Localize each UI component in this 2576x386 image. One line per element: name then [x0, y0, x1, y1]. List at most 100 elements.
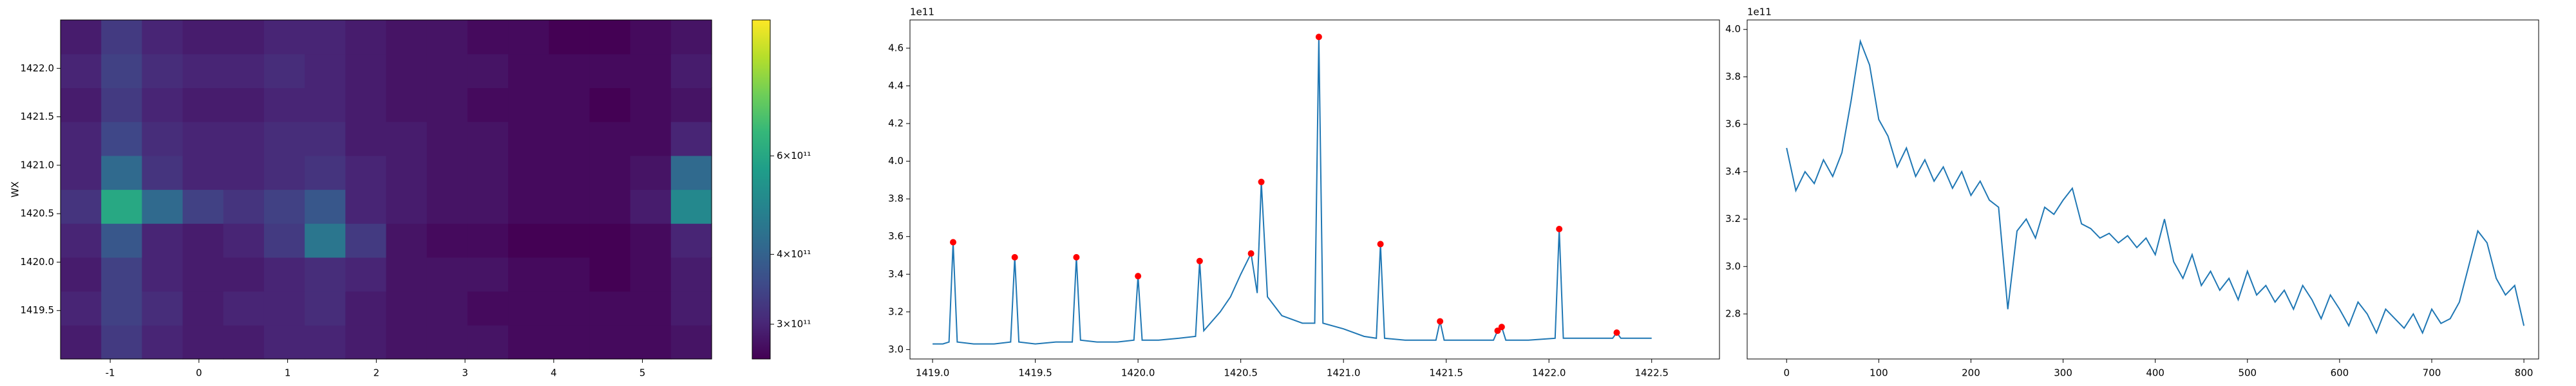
heatmap-cell [467, 291, 509, 326]
x-tick-label: 700 [2423, 367, 2441, 379]
peak-marker [1135, 273, 1142, 280]
heatmap-cell [263, 257, 305, 292]
heatmap-cell [345, 257, 387, 292]
heatmap-cell [182, 155, 224, 190]
heatmap-cell [508, 155, 549, 190]
heatmap-cell [549, 87, 591, 122]
x-tick-label: 500 [2238, 367, 2257, 379]
heatmap-cell [263, 155, 305, 190]
heatmap-cell [142, 189, 184, 224]
heatmap-cell [61, 20, 102, 55]
heatmap-cell [305, 87, 346, 122]
heatmap-cell [263, 291, 305, 326]
x-tick-label: 0 [1783, 367, 1790, 379]
y-tick-label: 1422.0 [21, 62, 55, 74]
heatmap-cell [182, 20, 224, 55]
colorbar-tick-label: 3×10¹¹ [777, 318, 811, 329]
heatmap-cell [386, 122, 428, 156]
heatmap-cell [263, 20, 305, 55]
heatmap-cell [426, 291, 468, 326]
heatmap-cell [589, 122, 631, 156]
heatmap-cell [630, 155, 672, 190]
heatmap-cell [508, 122, 549, 156]
heatmap-cell [101, 257, 142, 292]
heatmap-cell [223, 53, 265, 88]
x-tick-label: 3 [462, 367, 468, 379]
peak-marker [1613, 329, 1620, 336]
x-tick-label: 400 [2146, 367, 2164, 379]
heatmap-cell [426, 155, 468, 190]
axes-frame [60, 19, 712, 360]
heatmap-cell [305, 325, 346, 360]
heatmap-cell [426, 122, 468, 156]
heatmap-cell [549, 20, 591, 55]
heatmap-cell [630, 257, 672, 292]
heatmap-cell [508, 291, 549, 326]
heatmap-cell [670, 223, 712, 258]
heatmap-cell [182, 87, 224, 122]
heatmap-cell [345, 155, 387, 190]
heatmap-cell [345, 325, 387, 360]
heatmap-cell [467, 122, 509, 156]
heatmap-cell [670, 325, 712, 360]
heatmap-cell [345, 87, 387, 122]
heatmap-cell [670, 189, 712, 224]
heatmap-cell [426, 20, 468, 55]
x-tick-label: 1420.0 [1121, 367, 1155, 379]
offset-label: 1e11 [910, 6, 934, 18]
x-tick-label: 200 [1962, 367, 1980, 379]
y-tick-label: 3.8 [888, 193, 904, 205]
heatmap-cell [426, 87, 468, 122]
heatmap-cell [101, 53, 142, 88]
heatmap-cell [630, 20, 672, 55]
heatmap-cell [467, 189, 509, 224]
heatmap-cell [630, 325, 672, 360]
heatmap-cell [386, 87, 428, 122]
heatmap-cell [670, 257, 712, 292]
heatmap-cell [223, 325, 265, 360]
heatmap-cell [263, 87, 305, 122]
heatmap-cell [182, 223, 224, 258]
y-tick-label: 4.0 [1725, 23, 1741, 35]
heatmap-cell [467, 257, 509, 292]
x-tick-label: -1 [106, 367, 115, 379]
peak-marker [1196, 257, 1203, 264]
peak-marker [949, 239, 956, 246]
heatmap-cell [549, 291, 591, 326]
heatmap-cell [386, 155, 428, 190]
y-axis-label: WX [10, 181, 21, 198]
heatmap-cell [508, 20, 549, 55]
heatmap-cell [101, 223, 142, 258]
x-tick-label: 600 [2331, 367, 2349, 379]
x-tick-label: 1419.5 [1018, 367, 1052, 379]
heatmap-cell [223, 87, 265, 122]
heatmap-cell [670, 53, 712, 88]
y-tick-label: 3.8 [1725, 71, 1741, 82]
y-tick-label: 3.2 [888, 306, 904, 317]
x-tick-label: 1421.0 [1327, 367, 1361, 379]
heatmap-cell [101, 189, 142, 224]
heatmap-cell [549, 257, 591, 292]
colorbar [752, 19, 771, 360]
peak-marker [1494, 327, 1501, 335]
heatmap-cell [61, 291, 102, 326]
heatmap-cell [386, 325, 428, 360]
x-tick-label: 1421.5 [1429, 367, 1463, 379]
heatmap-cell [61, 155, 102, 190]
heatmap-cell [142, 20, 184, 55]
heatmap-cell [345, 291, 387, 326]
heatmap-cell [142, 122, 184, 156]
heatmap-cell [223, 155, 265, 190]
peak-marker [1498, 324, 1505, 331]
data-line [1786, 39, 2525, 335]
heatmap-cell [223, 189, 265, 224]
heatmap-cell [61, 223, 102, 258]
heatmap-cell [305, 223, 346, 258]
heatmap-cell [345, 189, 387, 224]
heatmap-cell [182, 189, 224, 224]
y-tick-label: 1420.5 [21, 208, 55, 219]
data-line [933, 37, 1652, 345]
heatmap-cell [589, 53, 631, 88]
heatmap-cell [101, 122, 142, 156]
heatmap-cell [630, 291, 672, 326]
